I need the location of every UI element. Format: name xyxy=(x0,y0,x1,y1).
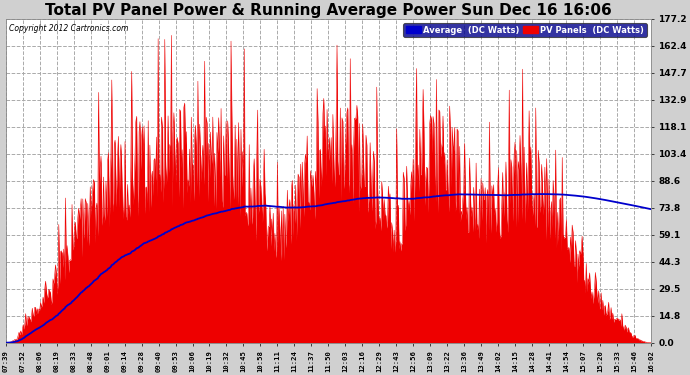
Text: Copyright 2012 Cartronics.com: Copyright 2012 Cartronics.com xyxy=(9,24,128,33)
Title: Total PV Panel Power & Running Average Power Sun Dec 16 16:06: Total PV Panel Power & Running Average P… xyxy=(45,3,611,18)
Legend: Average  (DC Watts), PV Panels  (DC Watts): Average (DC Watts), PV Panels (DC Watts) xyxy=(403,23,647,37)
